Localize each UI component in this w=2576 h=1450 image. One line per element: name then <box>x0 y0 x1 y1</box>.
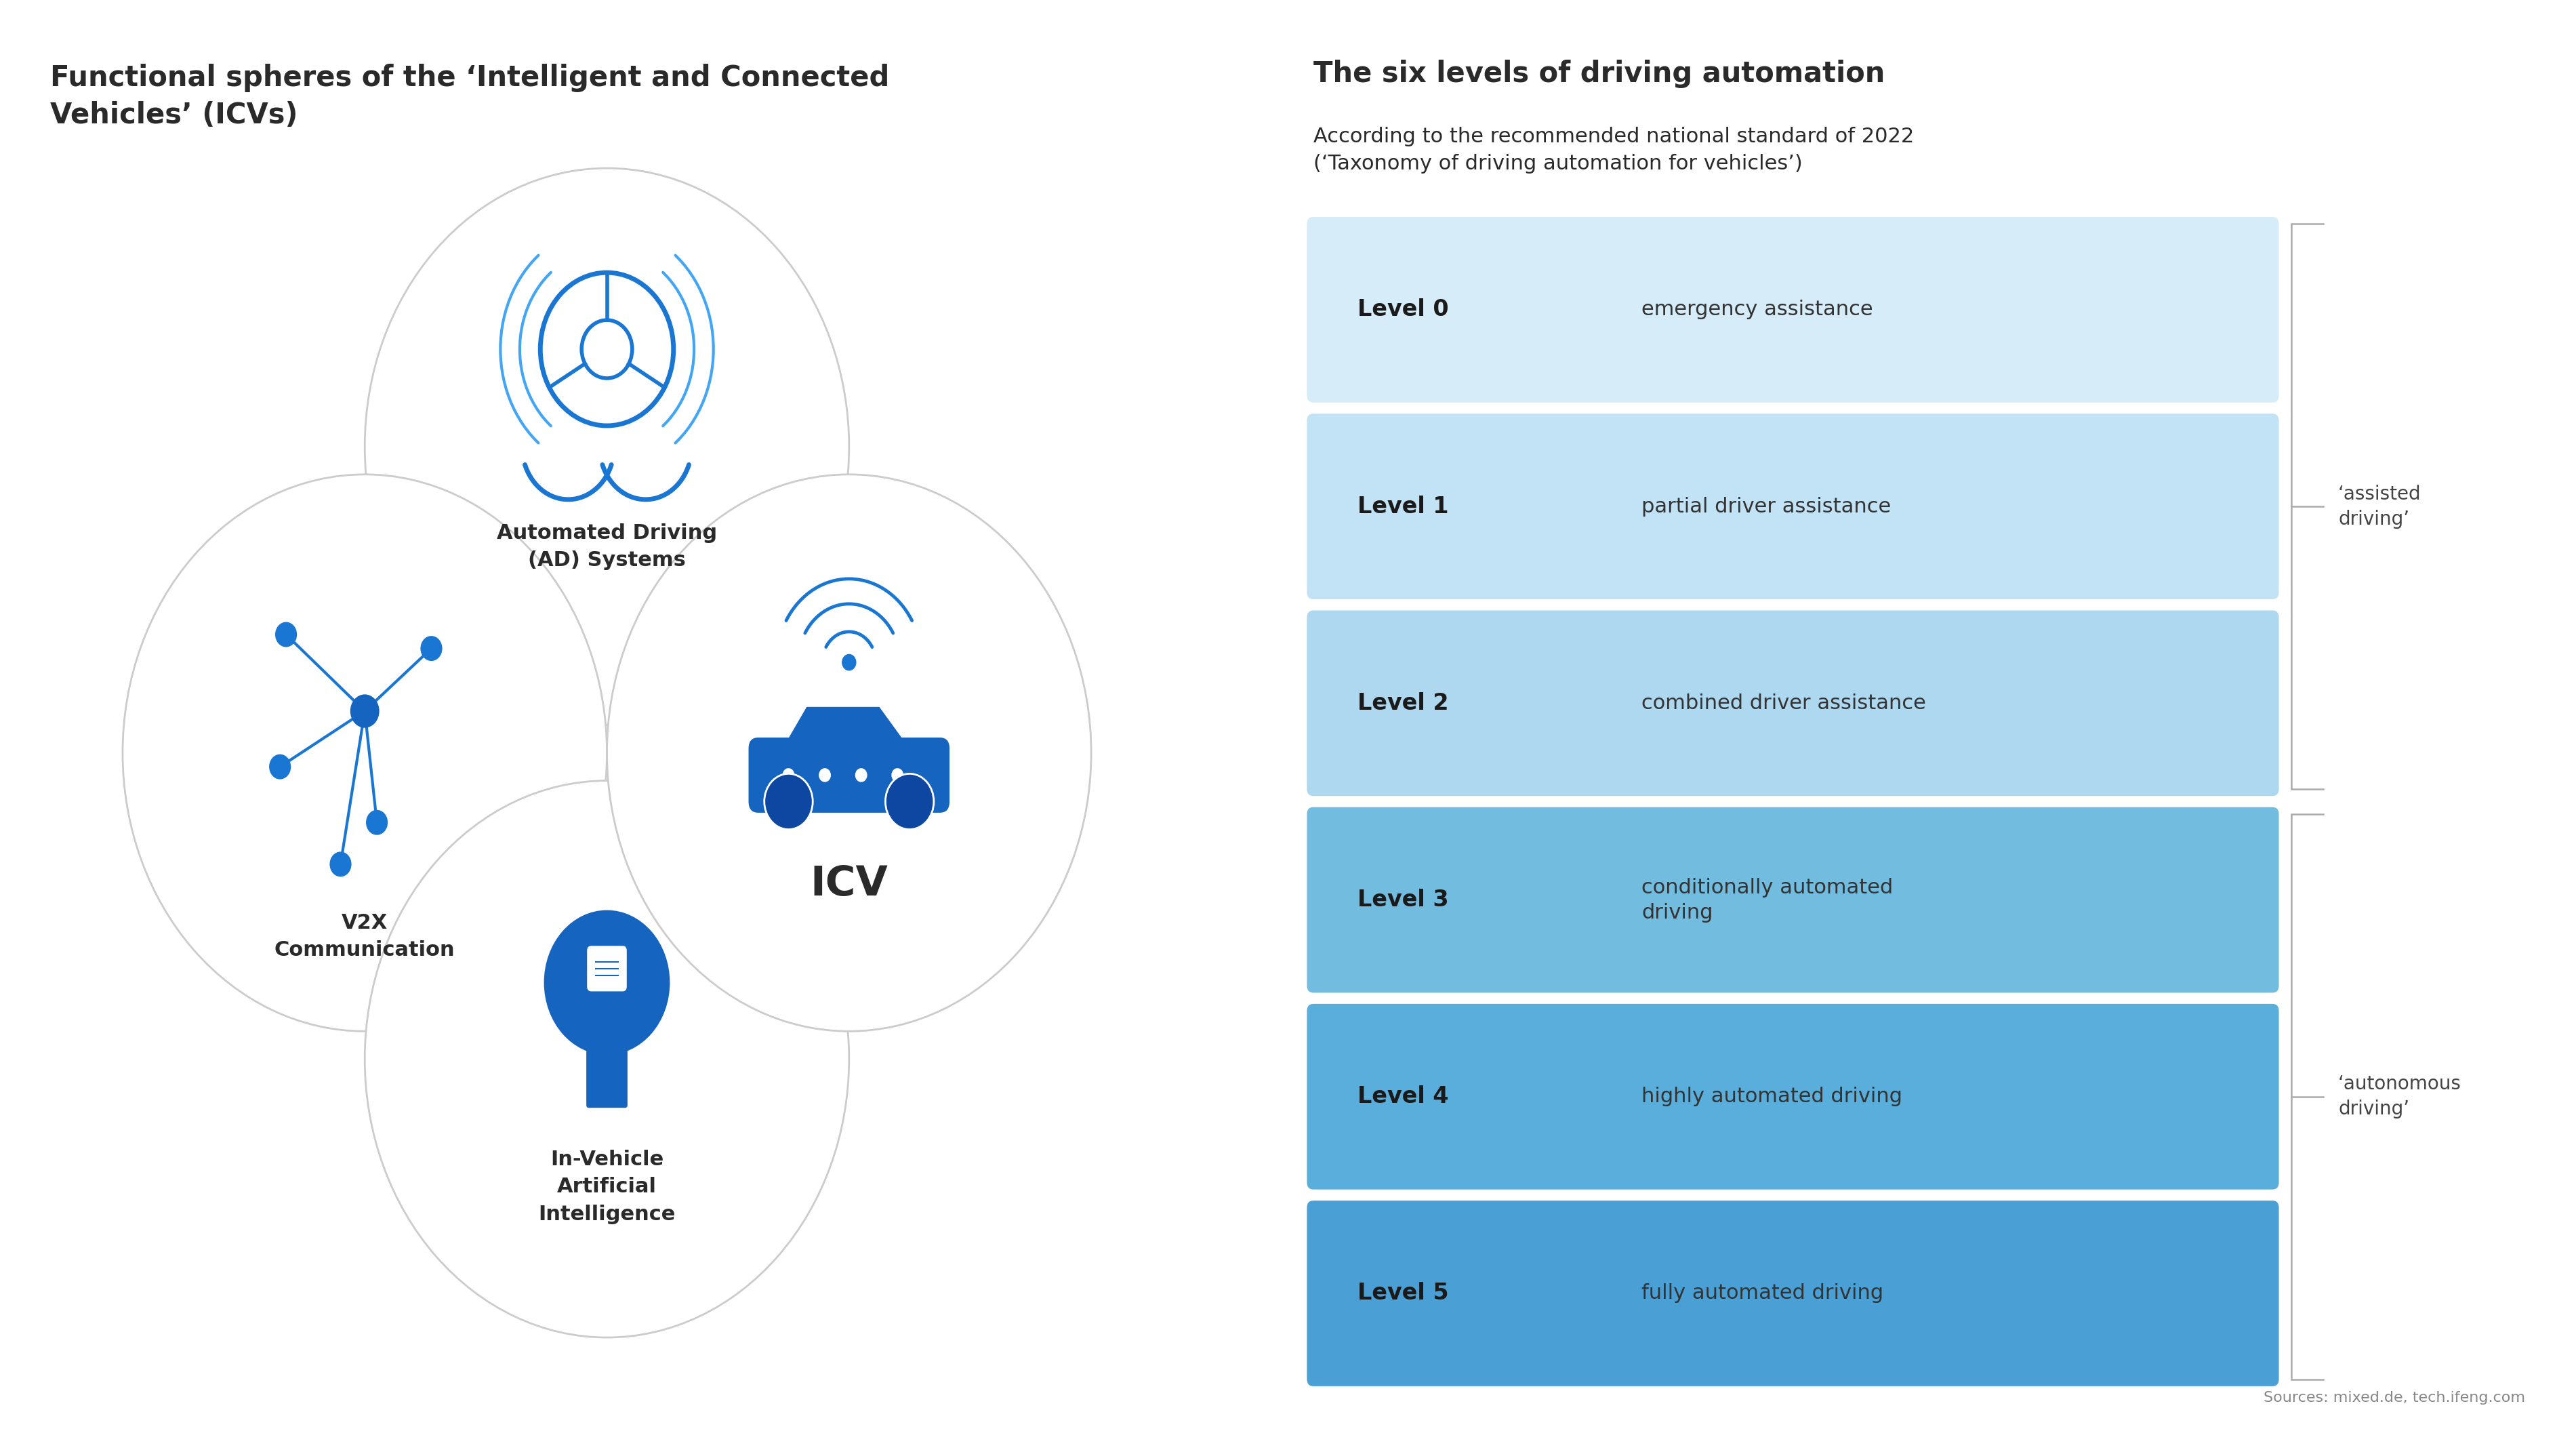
Circle shape <box>366 780 850 1337</box>
FancyBboxPatch shape <box>1306 1201 2280 1386</box>
Text: Sources: mixed.de, tech.ifeng.com: Sources: mixed.de, tech.ifeng.com <box>2264 1391 2524 1404</box>
Circle shape <box>765 774 814 829</box>
Circle shape <box>891 768 904 782</box>
Text: Level 2: Level 2 <box>1358 692 1448 715</box>
FancyBboxPatch shape <box>587 1050 629 1108</box>
Text: In-Vehicle
Artificial
Intelligence: In-Vehicle Artificial Intelligence <box>538 1150 675 1224</box>
FancyBboxPatch shape <box>1306 808 2280 993</box>
Text: Level 5: Level 5 <box>1358 1282 1448 1305</box>
Text: Level 4: Level 4 <box>1358 1086 1448 1108</box>
Text: emergency assistance: emergency assistance <box>1641 300 1873 319</box>
Polygon shape <box>783 708 909 748</box>
Circle shape <box>268 754 291 779</box>
Text: ‘assisted
driving’: ‘assisted driving’ <box>2339 484 2421 528</box>
FancyBboxPatch shape <box>1306 413 2280 599</box>
Text: Level 0: Level 0 <box>1358 299 1448 320</box>
Text: fully automated driving: fully automated driving <box>1641 1283 1883 1304</box>
Circle shape <box>608 474 1092 1031</box>
Circle shape <box>350 695 379 728</box>
Circle shape <box>276 622 296 647</box>
Text: combined driver assistance: combined driver assistance <box>1641 693 1927 713</box>
FancyBboxPatch shape <box>587 947 626 990</box>
Circle shape <box>855 768 868 782</box>
Text: Level 3: Level 3 <box>1358 889 1448 911</box>
Text: Automated Driving
(AD) Systems: Automated Driving (AD) Systems <box>497 523 716 570</box>
Circle shape <box>420 637 443 661</box>
FancyBboxPatch shape <box>1306 217 2280 403</box>
Circle shape <box>366 168 850 725</box>
Text: conditionally automated
driving: conditionally automated driving <box>1641 877 1893 922</box>
Circle shape <box>366 811 389 835</box>
Text: Functional spheres of the ‘Intelligent and Connected
Vehicles’ (ICVs): Functional spheres of the ‘Intelligent a… <box>49 64 889 129</box>
Circle shape <box>330 851 350 877</box>
Text: According to the recommended national standard of 2022
(‘Taxonomy of driving aut: According to the recommended national st… <box>1314 126 1914 174</box>
FancyBboxPatch shape <box>1306 610 2280 796</box>
Text: The six levels of driving automation: The six levels of driving automation <box>1314 59 1886 88</box>
Text: V2X
Communication: V2X Communication <box>276 913 456 960</box>
Circle shape <box>783 768 793 782</box>
Circle shape <box>544 911 670 1056</box>
Text: partial driver assistance: partial driver assistance <box>1641 497 1891 516</box>
FancyBboxPatch shape <box>1306 1003 2280 1189</box>
Circle shape <box>842 654 855 671</box>
Text: highly automated driving: highly automated driving <box>1641 1088 1901 1106</box>
Text: Level 1: Level 1 <box>1358 496 1448 518</box>
Circle shape <box>886 774 933 829</box>
FancyBboxPatch shape <box>750 738 951 812</box>
Circle shape <box>819 768 832 782</box>
Text: ICV: ICV <box>811 864 889 905</box>
Circle shape <box>124 474 608 1031</box>
Text: ‘autonomous
driving’: ‘autonomous driving’ <box>2339 1074 2463 1118</box>
